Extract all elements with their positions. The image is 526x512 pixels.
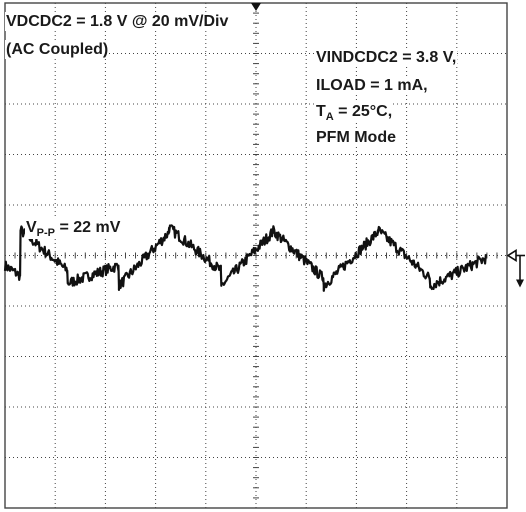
ground-level-arrow-icon	[508, 251, 516, 261]
channel-marker-icon	[508, 251, 525, 288]
mode-condition: PFM Mode	[315, 128, 397, 147]
trigger-position-icon	[251, 3, 261, 11]
iload-condition: ILOAD = 1 mA,	[315, 76, 429, 95]
vin-condition: VINDCDC2 = 3.8 V,	[315, 48, 457, 67]
offset-arrow-icon	[516, 280, 524, 288]
coupling-label: (AC Coupled)	[5, 40, 109, 59]
temperature-condition: TA = 25°C,	[315, 102, 393, 123]
vpp-annotation: VP-P = 22 mV	[25, 218, 121, 239]
channel-scale-label: VDCDC2 = 1.8 V @ 20 mV/Div	[5, 12, 229, 31]
axis-markers	[5, 3, 507, 508]
